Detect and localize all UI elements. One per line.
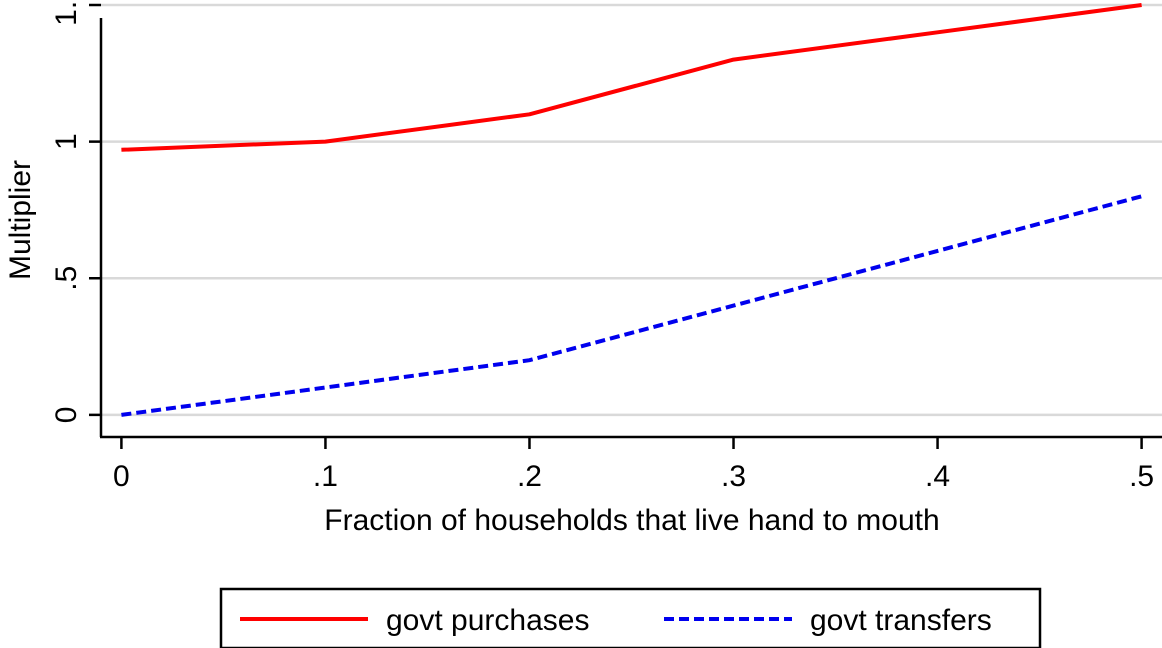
tick-labels: 0 .5 1 1.5 0 .1 .2 .3 .4 .5 <box>50 0 1154 493</box>
x-axis-title: Fraction of households that live hand to… <box>324 504 939 537</box>
x-tick-label-0: 0 <box>113 460 130 493</box>
x-tick-label-5: .5 <box>1129 460 1154 493</box>
x-tick-label-3: .3 <box>721 460 746 493</box>
series-lines <box>121 3 1143 417</box>
series-line-govt-transfers <box>121 194 1143 417</box>
legend-label-govt-transfers: govt transfers <box>810 604 992 637</box>
y-tick-label-3: 1.5 <box>50 0 83 26</box>
x-tick-label-2: .2 <box>517 460 542 493</box>
series-line-govt-purchases <box>121 3 1142 152</box>
y-tick-label-2: 1 <box>50 133 83 150</box>
axes <box>89 3 1162 449</box>
y-tick-label-1: .5 <box>50 266 83 291</box>
grid-lines <box>101 3 1162 417</box>
x-tick-label-1: .1 <box>313 460 338 493</box>
legend-label-govt-purchases: govt purchases <box>386 604 589 637</box>
legend: govt purchases govt transfers <box>219 587 1042 648</box>
x-tick-label-4: .4 <box>925 460 950 493</box>
y-tick-label-0: 0 <box>50 407 83 424</box>
y-axis-title: Multiplier <box>4 160 37 280</box>
